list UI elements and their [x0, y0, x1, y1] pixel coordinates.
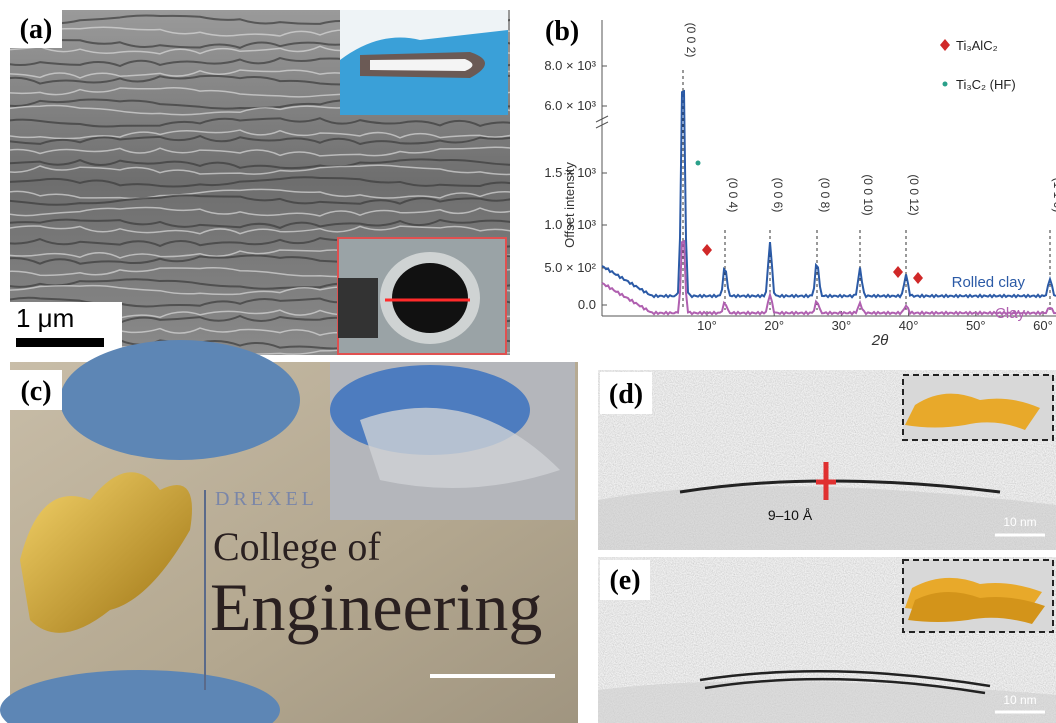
x-tick-label: 60°	[1033, 318, 1053, 333]
x-tick-label: 50°	[966, 318, 986, 333]
scale-bar-label: 10 nm	[1003, 693, 1036, 707]
phase-marker	[913, 272, 923, 284]
panel-label: (c)	[20, 376, 51, 407]
panel-label: (a)	[20, 14, 53, 45]
scale-bar-label: 10 nm	[1003, 515, 1036, 529]
photo-text: DREXEL	[215, 488, 318, 510]
series-label: Rolled clay	[952, 274, 1026, 291]
panel-label: (b)	[545, 16, 579, 47]
y-tick-label: 5.0 × 10²	[544, 260, 596, 275]
x-tick-label: 20°	[764, 318, 784, 333]
inset-dispersion	[338, 238, 506, 354]
legend-label: Ti₃AlC₂	[956, 38, 998, 53]
y-tick-label: 1.5 × 10³	[544, 165, 596, 180]
peak-label: (0 0 4)	[726, 178, 740, 213]
peak-label: (0 0 8)	[818, 178, 832, 213]
phase-marker	[893, 266, 903, 278]
y-tick-label: 6.0 × 10³	[544, 98, 596, 113]
body: { "panel_a": {"label": "(a)", "scale_bar…	[0, 0, 1056, 723]
legend-marker	[940, 39, 950, 51]
panel-label: (e)	[609, 565, 640, 596]
panel-a: (a) 1 μm	[0, 10, 520, 355]
x-axis-label: 2θ	[871, 332, 888, 349]
scale-bar	[16, 338, 104, 347]
y-tick-label: 0.0	[578, 297, 596, 312]
panel-b: (b) Offset intensity 2θ Ti₃AlC₂ Ti₃C₂ (H…	[544, 16, 1056, 349]
peak-label: (0 0 12)	[907, 174, 921, 215]
phase-marker	[696, 161, 701, 166]
photo-text: College of	[213, 524, 381, 569]
x-tick-label: 30°	[832, 318, 852, 333]
panel-c: DREXEL College of Engineering (c)	[0, 340, 578, 723]
y-tick-label: 8.0 × 10³	[544, 58, 596, 73]
panel-e: 10 nm (e)	[598, 557, 1056, 723]
annotation: 9–10 Å	[768, 507, 813, 523]
glove	[60, 340, 300, 460]
inset-bent-film	[340, 10, 508, 115]
peak-label: (0 0 6)	[771, 178, 785, 213]
peak-label: (0 0 10)	[861, 174, 875, 215]
peak-label: (0 0 2)	[684, 23, 698, 58]
figure: (a) 1 μm (b) Offset intensity 2θ Ti₃AlC₂…	[0, 0, 1056, 723]
peak-label: (1 1 0)	[1051, 178, 1056, 213]
inset-film	[330, 362, 575, 520]
photo-text: Engineering	[210, 569, 542, 645]
legend-label: Ti₃C₂ (HF)	[956, 77, 1016, 92]
panel-d: 9–10 Å 10 nm (d)	[598, 370, 1056, 550]
phase-marker	[702, 244, 712, 256]
legend-marker	[943, 82, 948, 87]
page: Figure html, body { margin: 0; padding: …	[0, 0, 1056, 723]
x-tick-label: 40°	[899, 318, 919, 333]
y-tick-label: 1.0 × 10³	[544, 217, 596, 232]
scale-bar-label: 1 μm	[16, 303, 74, 333]
panel-label: (d)	[609, 379, 643, 410]
x-tick-label: 10°	[697, 318, 717, 333]
